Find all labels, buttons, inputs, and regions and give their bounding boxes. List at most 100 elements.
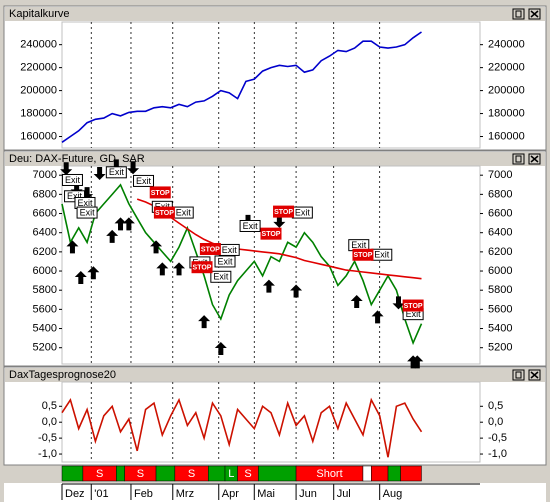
- x-tick-label: Jul: [337, 488, 351, 500]
- annotation-label: Exit: [406, 309, 422, 319]
- annotation-box: [239, 219, 261, 232]
- annotation-label: Exit: [109, 167, 125, 177]
- buy-arrow: [411, 355, 424, 369]
- y-tick-label: 7000: [488, 169, 512, 181]
- signal-segment: [371, 465, 389, 482]
- panel-frame: [3, 5, 547, 151]
- annotation-label: Exit: [213, 272, 229, 282]
- y-tick-label: 240000: [20, 39, 57, 51]
- annotation-label: STOP: [353, 252, 372, 259]
- panel-title: Deu: DAX-Future, GD, SAR: [9, 153, 145, 165]
- annotation: Exit: [105, 166, 127, 179]
- y-tick-label: 5800: [488, 284, 512, 296]
- y-tick-label: 0,5: [488, 400, 503, 412]
- plot-area: [61, 21, 481, 149]
- annotation-label: STOP: [155, 210, 174, 217]
- sell-arrow: [93, 166, 106, 180]
- y-tick-label: 180000: [20, 107, 57, 119]
- annotation: STOP: [402, 299, 424, 312]
- signal-segment: [155, 465, 176, 482]
- annotation-label: Exit: [374, 250, 390, 260]
- series-line: [61, 183, 423, 346]
- y-tick-label: 6400: [488, 227, 512, 239]
- sell-arrow: [273, 214, 286, 228]
- sell-arrow: [392, 296, 405, 310]
- signal-label: S: [188, 468, 195, 480]
- sell-arrow: [60, 162, 73, 176]
- signal-segment: [387, 465, 401, 482]
- icon: [515, 155, 522, 163]
- signal-segment: [116, 465, 125, 482]
- buy-arrow: [150, 240, 163, 254]
- annotation-box: [61, 173, 83, 186]
- y-tick-label: 220000: [488, 62, 525, 74]
- annotation-label: STOP: [404, 303, 423, 310]
- annotation: Exit: [218, 243, 240, 256]
- y-tick-label: 6800: [33, 188, 57, 200]
- series-line: [136, 198, 422, 280]
- signal-label: L: [228, 468, 234, 480]
- x-tick-label: Jun: [299, 488, 317, 500]
- y-tick-label: 6000: [488, 265, 512, 277]
- annotation-label: STOP: [262, 231, 281, 238]
- y-tick-label: 5200: [488, 342, 512, 354]
- y-tick-label: 6200: [33, 246, 57, 258]
- signal-label: S: [96, 468, 103, 480]
- x-tick-label: Aug: [383, 488, 403, 500]
- signal-segment: [258, 465, 297, 482]
- title-bar: [5, 152, 545, 166]
- annotation: Exit: [133, 174, 155, 187]
- annotation-label: Exit: [295, 207, 311, 217]
- y-tick-label: 6600: [488, 207, 512, 219]
- annotation-label: Exit: [65, 175, 81, 185]
- annotation: Exit: [371, 248, 393, 261]
- icon: [530, 155, 539, 163]
- annotation-label: STOP: [274, 209, 293, 216]
- buy-arrow: [290, 284, 303, 298]
- annotation: Exit: [214, 255, 236, 268]
- annotation-label: Exit: [218, 256, 234, 266]
- y-tick-label: -0,5: [38, 432, 57, 444]
- y-tick-label: 0,0: [488, 416, 503, 428]
- annotation: STOP: [149, 186, 171, 199]
- x-tick-label: Apr: [222, 488, 239, 500]
- y-tick-label: 180000: [488, 107, 525, 119]
- annotation-label: STOP: [201, 246, 220, 253]
- x-tick-label: Feb: [134, 488, 153, 500]
- y-tick-label: 160000: [20, 130, 57, 142]
- sell-arrow: [127, 161, 140, 175]
- maximize-button[interactable]: [512, 8, 525, 20]
- y-tick-label: 6400: [33, 227, 57, 239]
- window-buttons[interactable]: [512, 8, 541, 381]
- panel-title: DaxTagesprognose20: [9, 369, 116, 381]
- annotation-label: Exit: [136, 176, 152, 186]
- title-bar: [5, 7, 545, 21]
- signal-label: Short: [316, 468, 342, 480]
- annotation: Exit: [239, 219, 261, 232]
- maximize-button[interactable]: [512, 153, 525, 165]
- annotation: STOP: [191, 261, 213, 274]
- annotation: STOP: [199, 242, 221, 255]
- maximize-button[interactable]: [512, 369, 525, 381]
- annotation-label: Exit: [351, 240, 367, 250]
- y-tick-label: 160000: [488, 130, 525, 142]
- buy-arrow: [198, 315, 211, 329]
- annotation-box: [149, 186, 171, 199]
- y-tick-label: 5400: [33, 322, 57, 334]
- y-tick-label: 5600: [33, 303, 57, 315]
- buy-arrow: [106, 229, 119, 243]
- y-tick-label: 220000: [20, 62, 57, 74]
- panel-title: Kapitalkurve: [9, 8, 70, 20]
- y-tick-label: -1,0: [38, 448, 57, 460]
- series-line: [61, 31, 422, 143]
- y-tick-label: 6200: [488, 246, 512, 258]
- buy-arrow: [114, 217, 127, 231]
- annotation-box: [76, 206, 98, 219]
- annotation: STOP: [153, 206, 175, 219]
- y-tick-label: -1,0: [488, 448, 507, 460]
- annotation-box: [153, 206, 175, 219]
- title-bar: [5, 368, 545, 382]
- buy-arrow: [66, 240, 79, 254]
- buy-arrow: [371, 310, 384, 324]
